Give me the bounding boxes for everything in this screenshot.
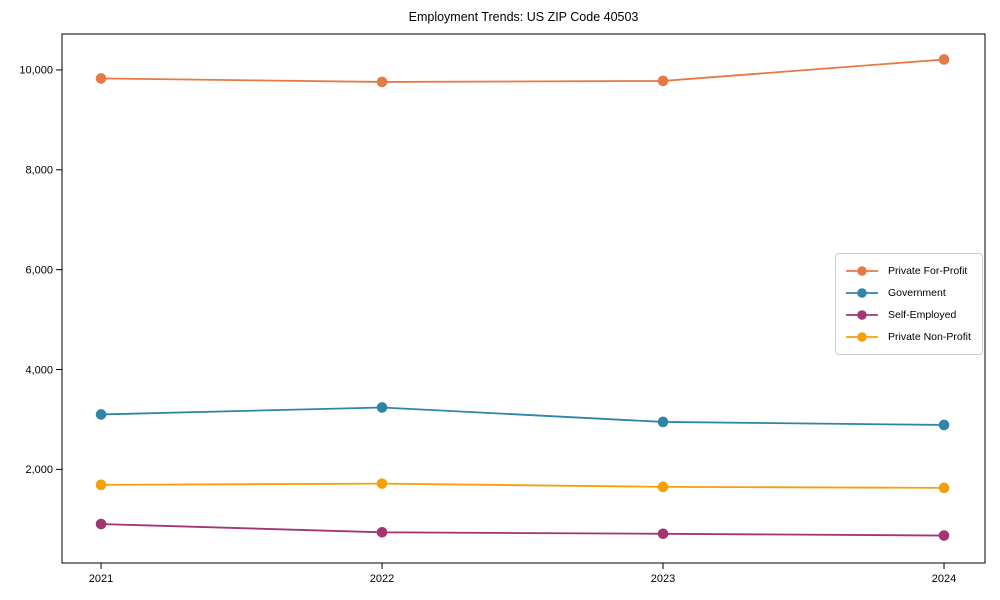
legend-item-private-non-profit: Private Non-Profit <box>845 328 971 346</box>
legend-label: Private Non-Profit <box>888 331 971 343</box>
series-line-private-for-profit <box>101 58 945 83</box>
legend-dot <box>857 288 867 298</box>
y-tick-label: 2,000 <box>25 464 53 476</box>
y-tick-label: 6,000 <box>25 264 53 276</box>
legend-line-marker-icon <box>846 288 878 298</box>
data-point-private-for-profit-2021 <box>95 73 107 84</box>
data-point-private-non-profit-2022 <box>376 478 388 489</box>
data-point-government-2021 <box>95 409 107 420</box>
chart-legend: Private For-Profit Government Self-Employe… <box>835 253 983 355</box>
data-point-self-employed-2024 <box>938 530 950 541</box>
series-line-government <box>101 406 945 426</box>
data-point-private-non-profit-2023 <box>657 481 669 493</box>
chart-title: Employment Trends: US ZIP Code 40503 <box>408 10 639 24</box>
data-point-government-2024 <box>938 419 950 431</box>
data-point-government-2023 <box>657 416 669 428</box>
legend-line-marker-icon <box>846 266 878 276</box>
data-point-private-for-profit-2024 <box>938 54 950 65</box>
legend-item-self-employed: Self-Employed <box>845 306 971 324</box>
data-point-government-2022 <box>376 402 388 413</box>
legend-dot <box>857 310 867 320</box>
data-point-self-employed-2023 <box>657 528 669 540</box>
y-tick-label: 10,000 <box>19 65 53 77</box>
x-tick-label: 2021 <box>89 573 113 585</box>
legend-line-marker-icon <box>846 310 878 320</box>
plot-frame <box>61 33 986 564</box>
data-point-private-for-profit-2023 <box>657 75 669 87</box>
legend-label: Self-Employed <box>888 309 957 321</box>
legend-label: Private For-Profit <box>888 265 968 277</box>
data-point-private-for-profit-2022 <box>376 76 388 88</box>
x-tick-label: 2024 <box>932 573 956 585</box>
legend-dot <box>857 332 867 342</box>
data-point-private-non-profit-2024 <box>938 482 950 494</box>
legend-label: Government <box>888 287 946 299</box>
y-tick-label: 8,000 <box>25 165 53 177</box>
legend-item-government: Government <box>845 284 971 302</box>
legend-item-private-for-profit: Private For-Profit <box>845 262 971 280</box>
legend-dot <box>857 266 867 276</box>
data-point-self-employed-2021 <box>95 518 107 530</box>
legend-line-marker-icon <box>846 332 878 342</box>
x-tick-label: 2022 <box>370 573 394 585</box>
series-line-private-non-profit <box>101 482 945 489</box>
data-point-private-non-profit-2021 <box>95 479 107 491</box>
series-line-self-employed <box>101 523 945 537</box>
y-tick-label: 4,000 <box>25 364 53 376</box>
x-tick-label: 2023 <box>651 573 675 585</box>
data-point-self-employed-2022 <box>376 526 388 538</box>
